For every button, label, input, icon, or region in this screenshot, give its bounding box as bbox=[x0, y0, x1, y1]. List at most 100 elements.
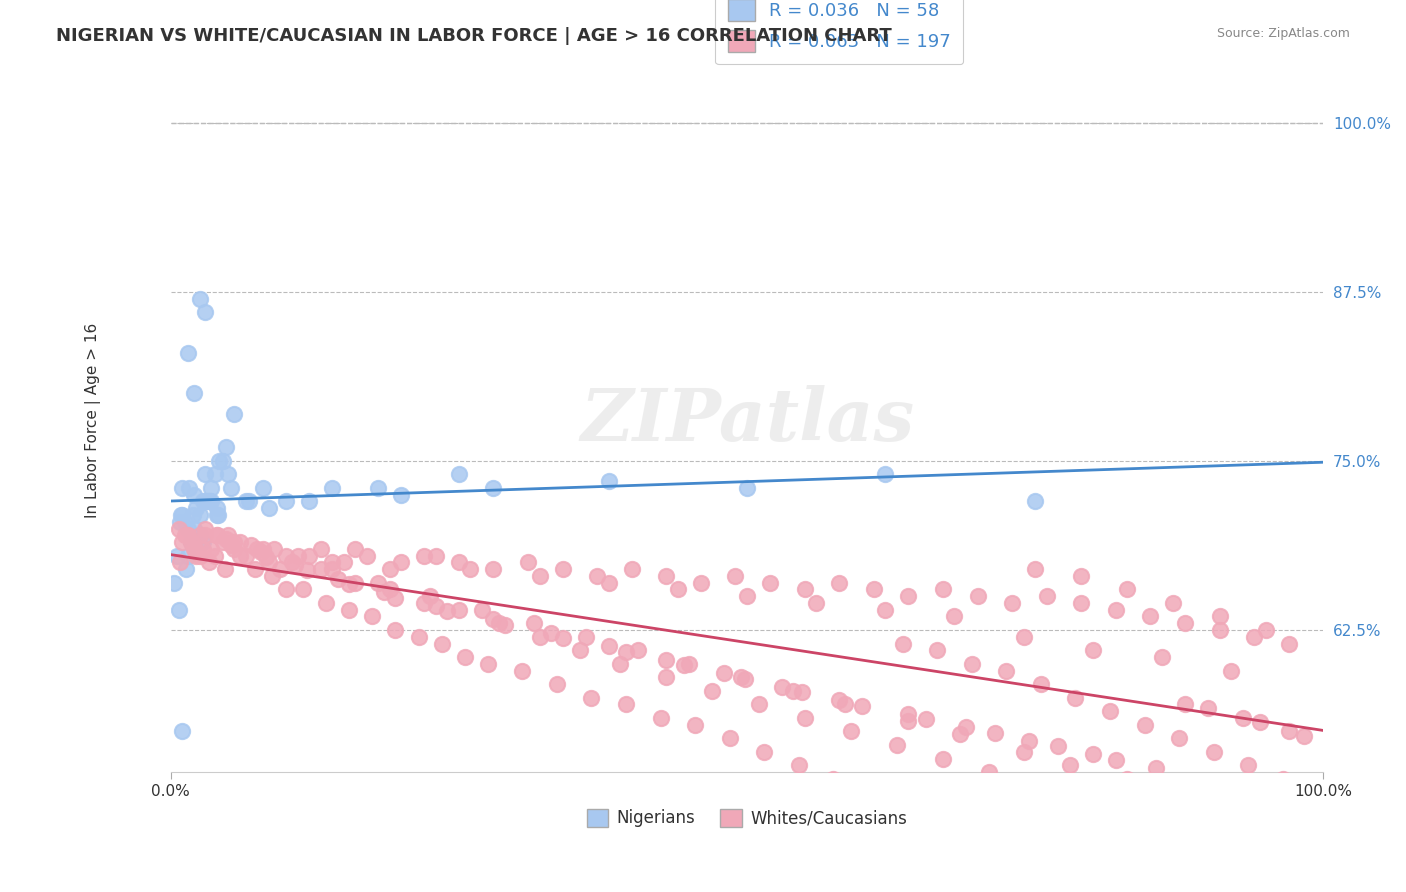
Point bbox=[321, 481, 343, 495]
Point bbox=[1012, 630, 1035, 644]
Point bbox=[655, 653, 678, 667]
Point bbox=[1133, 717, 1156, 731]
Point bbox=[177, 522, 200, 536]
Point bbox=[488, 616, 510, 631]
Text: NIGERIAN VS WHITE/CAUCASIAN IN LABOR FORCE | AGE > 16 CORRELATION CHART: NIGERIAN VS WHITE/CAUCASIAN IN LABOR FOR… bbox=[56, 27, 891, 45]
Point bbox=[217, 467, 239, 482]
Point bbox=[180, 535, 202, 549]
Point bbox=[172, 535, 194, 549]
Point bbox=[214, 562, 236, 576]
Point bbox=[1105, 753, 1128, 767]
Point bbox=[460, 562, 482, 576]
Point bbox=[200, 494, 222, 508]
Point bbox=[540, 625, 562, 640]
Point bbox=[224, 535, 246, 549]
Point bbox=[875, 603, 897, 617]
Legend: Nigerians, Whites/Caucasians: Nigerians, Whites/Caucasians bbox=[581, 802, 914, 834]
Point bbox=[298, 494, 321, 508]
Point bbox=[224, 407, 246, 421]
Point bbox=[235, 549, 257, 563]
Point bbox=[759, 575, 782, 590]
Point bbox=[252, 481, 274, 495]
Point bbox=[204, 549, 226, 563]
Point bbox=[332, 555, 354, 569]
Point bbox=[194, 528, 217, 542]
Point bbox=[1081, 643, 1104, 657]
Point bbox=[436, 604, 458, 618]
Point bbox=[1208, 623, 1230, 637]
Point bbox=[523, 616, 546, 631]
Point bbox=[1064, 690, 1087, 705]
Point bbox=[172, 481, 194, 495]
Point bbox=[984, 726, 1007, 740]
Point bbox=[792, 685, 814, 699]
Point bbox=[184, 541, 207, 556]
Point bbox=[1163, 596, 1185, 610]
Point bbox=[823, 772, 845, 786]
Point bbox=[834, 698, 856, 712]
Point bbox=[494, 617, 516, 632]
Point bbox=[575, 630, 598, 644]
Point bbox=[1197, 701, 1219, 715]
Point bbox=[672, 658, 695, 673]
Point bbox=[897, 589, 920, 603]
Point bbox=[546, 677, 568, 691]
Point bbox=[1278, 636, 1301, 650]
Point bbox=[1059, 758, 1081, 772]
Point bbox=[252, 541, 274, 556]
Point bbox=[614, 645, 637, 659]
Point bbox=[927, 643, 949, 657]
Point bbox=[529, 630, 551, 644]
Point bbox=[384, 623, 406, 637]
Point bbox=[1116, 582, 1139, 597]
Point bbox=[249, 544, 271, 558]
Point bbox=[793, 582, 815, 597]
Point bbox=[200, 541, 222, 556]
Point bbox=[702, 684, 724, 698]
Point bbox=[200, 481, 222, 495]
Point bbox=[254, 549, 277, 564]
Point bbox=[197, 494, 219, 508]
Point bbox=[977, 765, 1000, 780]
Point bbox=[471, 603, 494, 617]
Point bbox=[211, 535, 233, 549]
Point bbox=[568, 643, 591, 657]
Point bbox=[207, 508, 229, 522]
Point bbox=[194, 522, 217, 536]
Point bbox=[205, 508, 228, 522]
Point bbox=[1254, 623, 1277, 637]
Point bbox=[173, 528, 195, 542]
Point bbox=[373, 585, 395, 599]
Point bbox=[179, 481, 201, 495]
Point bbox=[367, 575, 389, 590]
Point bbox=[447, 467, 470, 482]
Point bbox=[188, 508, 211, 522]
Point bbox=[219, 481, 242, 495]
Point bbox=[1139, 609, 1161, 624]
Point bbox=[337, 603, 360, 617]
Y-axis label: In Labor Force | Age > 16: In Labor Force | Age > 16 bbox=[86, 323, 101, 518]
Point bbox=[166, 549, 188, 563]
Point bbox=[229, 549, 252, 563]
Point bbox=[378, 562, 401, 576]
Point bbox=[183, 488, 205, 502]
Point bbox=[183, 541, 205, 556]
Point bbox=[598, 474, 620, 488]
Point bbox=[205, 528, 228, 542]
Point bbox=[1278, 724, 1301, 739]
Point bbox=[897, 706, 920, 721]
Point bbox=[932, 751, 955, 765]
Point bbox=[447, 555, 470, 569]
Point bbox=[581, 690, 603, 705]
Point bbox=[170, 508, 193, 522]
Point bbox=[163, 575, 186, 590]
Point bbox=[238, 494, 260, 508]
Point bbox=[734, 672, 756, 686]
Point bbox=[650, 711, 672, 725]
Point bbox=[309, 541, 332, 556]
Point bbox=[1018, 734, 1040, 748]
Point bbox=[862, 582, 884, 597]
Point bbox=[477, 657, 499, 671]
Point bbox=[626, 643, 648, 657]
Point bbox=[735, 481, 758, 495]
